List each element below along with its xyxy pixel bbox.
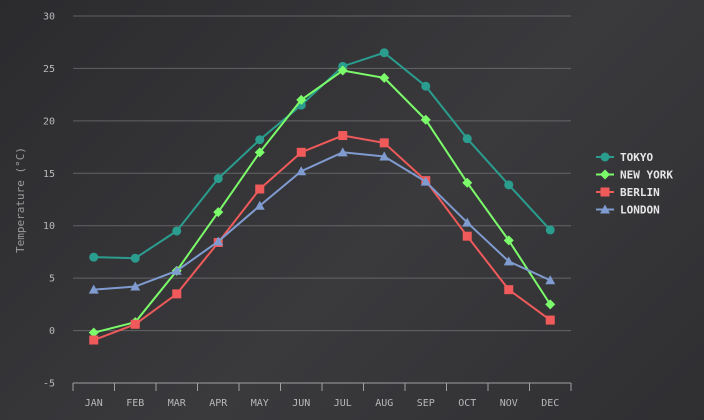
data-point-london [379, 151, 390, 161]
data-point-tokyo [545, 225, 555, 235]
series-line-berlin [93, 134, 551, 341]
x-tick-label: JAN [85, 398, 103, 409]
legend: TOKYO NEW YORK BERLIN LONDON [596, 151, 673, 217]
data-point-new-york [213, 207, 224, 218]
data-point-tokyo [379, 48, 389, 58]
series-new-york [88, 65, 556, 338]
y-tick-label: 0 [49, 326, 55, 337]
data-point-london [420, 176, 431, 186]
data-point-london [254, 200, 265, 210]
data-point-london [337, 147, 348, 157]
data-point-tokyo [213, 174, 223, 184]
legend-item-berlin: BERLIN [596, 186, 660, 199]
data-point-london [545, 275, 556, 285]
data-point-london [296, 166, 307, 176]
data-point-london [503, 256, 514, 266]
data-point-new-york [503, 235, 514, 246]
series-london [88, 147, 556, 294]
series-tokyo [89, 48, 555, 263]
y-tick-label: 25 [43, 64, 55, 75]
data-point-berlin [296, 147, 306, 157]
y-tick-label: 5 [49, 274, 55, 285]
legend-marker-london [600, 204, 610, 214]
legend-item-london: LONDON [596, 204, 660, 217]
data-point-new-york [296, 94, 307, 105]
data-point-tokyo [462, 134, 472, 144]
data-point-berlin [130, 319, 140, 329]
data-point-new-york [88, 327, 99, 338]
data-point-new-york [337, 65, 348, 76]
data-point-new-york [462, 177, 473, 188]
data-point-london [462, 217, 473, 227]
y-axis-title: Temperature (°C) [14, 147, 27, 253]
data-point-berlin [172, 289, 182, 299]
x-tick-label: MAY [251, 398, 269, 409]
y-tick-label: 20 [43, 116, 55, 127]
legend-label: BERLIN [620, 186, 660, 199]
x-tick-label: OCT [458, 398, 476, 409]
data-point-new-york [254, 147, 265, 158]
data-point-berlin [504, 285, 514, 295]
data-point-tokyo [255, 135, 265, 145]
data-point-berlin [338, 131, 348, 141]
series-lines [88, 48, 556, 345]
data-point-london [88, 284, 99, 294]
data-point-berlin [545, 315, 555, 325]
data-point-london [130, 281, 141, 291]
data-point-berlin [89, 335, 99, 345]
data-point-london [171, 265, 182, 275]
y-tick-label: 30 [43, 12, 55, 23]
grid-lines [73, 15, 571, 332]
data-point-tokyo [172, 226, 182, 236]
legend-item-tokyo: TOKYO [596, 151, 653, 164]
data-point-new-york [545, 299, 556, 310]
x-tick-label: NOV [500, 398, 518, 409]
x-tick-label: MAR [168, 398, 187, 409]
legend-label: LONDON [620, 204, 660, 217]
data-point-tokyo [421, 81, 431, 91]
data-point-tokyo [504, 180, 514, 190]
data-point-new-york [420, 114, 431, 125]
y-tick-label: 10 [43, 221, 55, 232]
series-line-new-york [93, 69, 552, 334]
y-axis: -5 0 5 10 15 20 25 30 [43, 12, 55, 390]
legend-label: TOKYO [620, 151, 653, 164]
x-tick-label: SEP [417, 398, 435, 409]
legend-marker-tokyo [600, 152, 610, 162]
y-tick-label: 15 [43, 169, 55, 180]
x-axis: JAN FEB MAR APR MAY JUN JUL AUG SEP OCT NOV DEC [72, 382, 572, 409]
x-tick-label: JUL [334, 398, 352, 409]
series-line-london [93, 151, 551, 291]
data-point-berlin [379, 138, 389, 148]
x-tick-label: JUN [292, 398, 310, 409]
legend-marker-new-york [600, 169, 610, 180]
legend-marker-berlin [600, 187, 610, 197]
data-point-berlin [255, 184, 265, 194]
legend-label: NEW YORK [620, 169, 673, 182]
y-tick-label: -5 [43, 379, 55, 390]
x-tick-label: DEC [541, 398, 559, 409]
data-point-tokyo [89, 252, 99, 262]
x-tick-label: AUG [375, 398, 393, 409]
x-tick-label: APR [209, 398, 228, 409]
data-point-tokyo [130, 253, 140, 263]
data-point-new-york [379, 72, 390, 83]
data-point-london [213, 236, 224, 246]
series-line-tokyo [93, 51, 551, 260]
legend-item-new-york: NEW YORK [596, 169, 673, 182]
x-tick-label: FEB [126, 398, 144, 409]
data-point-berlin [462, 231, 472, 241]
